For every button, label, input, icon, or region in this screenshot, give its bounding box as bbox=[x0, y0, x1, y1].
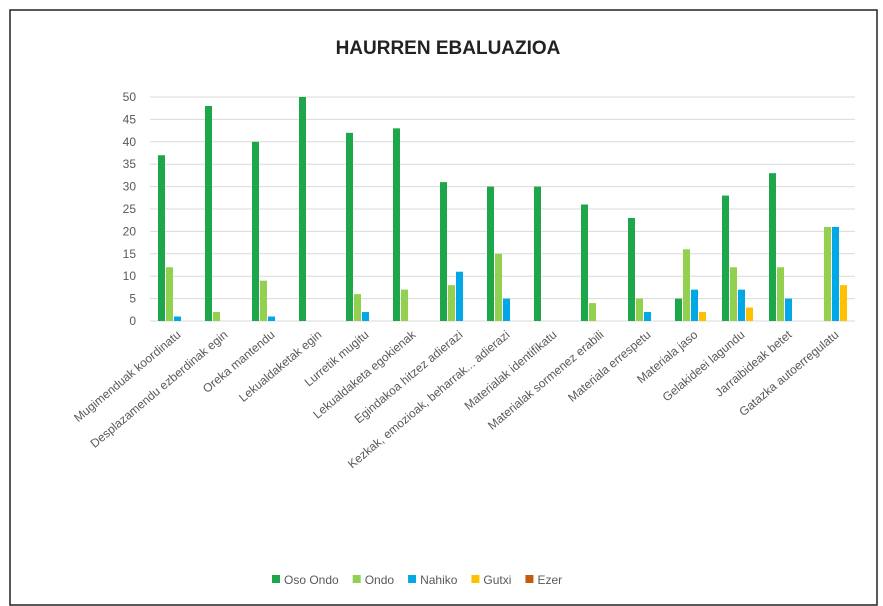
chart-title: HAURREN EBALUAZIOA bbox=[336, 38, 561, 59]
bar bbox=[158, 155, 165, 321]
bar bbox=[456, 271, 463, 321]
bar bbox=[699, 312, 706, 321]
bar bbox=[581, 204, 588, 321]
bar bbox=[738, 289, 745, 321]
bar bbox=[487, 186, 494, 321]
bar bbox=[260, 280, 267, 321]
y-tick-label: 40 bbox=[123, 135, 137, 149]
bar bbox=[205, 105, 212, 322]
y-tick-label: 25 bbox=[123, 202, 137, 216]
y-tick-label: 10 bbox=[123, 269, 137, 283]
bar bbox=[636, 298, 643, 321]
bar bbox=[746, 307, 753, 321]
bar bbox=[683, 249, 690, 321]
bar bbox=[628, 217, 635, 321]
bar bbox=[777, 267, 784, 321]
y-tick-label: 50 bbox=[123, 90, 137, 104]
y-tick-label: 0 bbox=[129, 314, 136, 328]
y-tick-label: 15 bbox=[123, 247, 137, 261]
bar bbox=[213, 312, 220, 321]
y-tick-label: 45 bbox=[123, 112, 137, 126]
y-tick-label: 30 bbox=[123, 180, 137, 194]
bar bbox=[785, 298, 792, 321]
legend-swatch bbox=[408, 575, 417, 583]
bar bbox=[644, 312, 651, 321]
bar bbox=[268, 316, 275, 321]
legend-swatch bbox=[471, 575, 480, 583]
legend-label: Gutxi bbox=[483, 573, 511, 587]
bar bbox=[722, 195, 729, 321]
bar bbox=[730, 267, 737, 321]
bar bbox=[832, 226, 839, 321]
legend-label: Nahiko bbox=[420, 573, 458, 587]
bar bbox=[252, 141, 259, 321]
y-tick-label: 5 bbox=[129, 292, 136, 306]
bar bbox=[440, 182, 447, 321]
bar bbox=[840, 285, 847, 321]
legend-label: Oso Ondo bbox=[284, 573, 339, 587]
bar bbox=[346, 132, 353, 321]
bar bbox=[448, 285, 455, 321]
legend-swatch bbox=[272, 575, 280, 583]
bar bbox=[354, 294, 361, 321]
bar bbox=[299, 97, 306, 321]
legend-label: Ondo bbox=[365, 573, 395, 587]
bar bbox=[534, 186, 541, 321]
bar bbox=[675, 298, 682, 321]
bar bbox=[824, 226, 831, 321]
bar bbox=[495, 253, 502, 321]
legend-label: Ezer bbox=[537, 573, 562, 587]
bar bbox=[503, 298, 510, 321]
bar bbox=[769, 173, 776, 321]
bar bbox=[401, 289, 408, 321]
legend-swatch bbox=[525, 575, 534, 583]
bar bbox=[393, 128, 400, 321]
y-tick-label: 35 bbox=[123, 157, 137, 171]
bar bbox=[166, 267, 173, 321]
bar bbox=[589, 303, 596, 321]
bar bbox=[691, 289, 698, 321]
legend-swatch bbox=[352, 575, 361, 583]
y-tick-label: 20 bbox=[123, 224, 137, 238]
bar bbox=[174, 316, 181, 321]
bar bbox=[362, 312, 369, 321]
